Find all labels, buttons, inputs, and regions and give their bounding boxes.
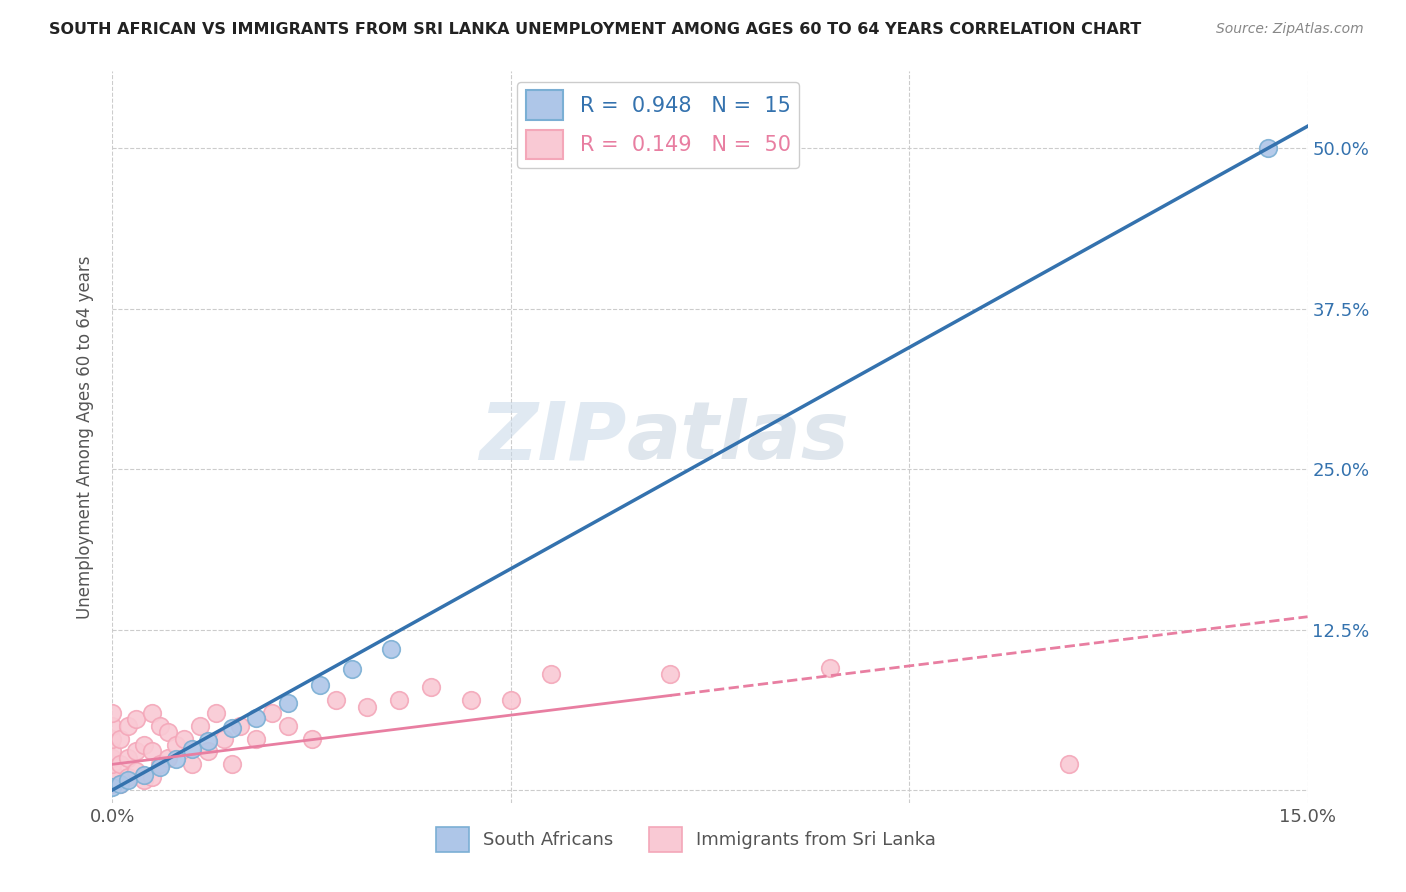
Point bbox=[101, 751, 124, 765]
Point bbox=[117, 770, 139, 784]
Point bbox=[181, 742, 204, 756]
Point bbox=[125, 744, 148, 758]
Point bbox=[499, 693, 522, 707]
Point bbox=[134, 738, 156, 752]
Point bbox=[110, 731, 132, 746]
Point bbox=[110, 757, 132, 772]
Point bbox=[212, 731, 235, 746]
Point bbox=[188, 719, 211, 733]
Point bbox=[117, 751, 139, 765]
Point bbox=[301, 731, 323, 746]
Point bbox=[205, 706, 228, 720]
Point bbox=[277, 696, 299, 710]
Point bbox=[245, 731, 267, 746]
Point bbox=[157, 725, 180, 739]
Point bbox=[134, 772, 156, 787]
Point bbox=[173, 731, 195, 746]
Point bbox=[260, 706, 283, 720]
Text: Source: ZipAtlas.com: Source: ZipAtlas.com bbox=[1216, 22, 1364, 37]
Point bbox=[325, 693, 347, 707]
Point bbox=[221, 757, 243, 772]
Point bbox=[117, 719, 139, 733]
Point bbox=[221, 722, 243, 736]
Point bbox=[1057, 757, 1080, 772]
Point bbox=[101, 731, 124, 746]
Point bbox=[101, 764, 124, 778]
Point bbox=[110, 776, 132, 790]
Point bbox=[117, 772, 139, 787]
Point bbox=[125, 764, 148, 778]
Point bbox=[101, 776, 124, 790]
Point bbox=[101, 780, 124, 795]
Point bbox=[101, 706, 124, 720]
Point bbox=[197, 734, 219, 748]
Point bbox=[659, 667, 682, 681]
Point bbox=[460, 693, 482, 707]
Point bbox=[197, 744, 219, 758]
Point bbox=[141, 706, 163, 720]
Point bbox=[380, 641, 402, 656]
Point bbox=[356, 699, 378, 714]
Point bbox=[157, 751, 180, 765]
Point bbox=[181, 757, 204, 772]
Point bbox=[1257, 141, 1279, 155]
Point bbox=[420, 681, 443, 695]
Point bbox=[277, 719, 299, 733]
Point bbox=[245, 711, 267, 725]
Point bbox=[134, 767, 156, 781]
Point bbox=[125, 712, 148, 726]
Point bbox=[540, 667, 562, 681]
Text: atlas: atlas bbox=[627, 398, 849, 476]
Point bbox=[141, 744, 163, 758]
Text: SOUTH AFRICAN VS IMMIGRANTS FROM SRI LANKA UNEMPLOYMENT AMONG AGES 60 TO 64 YEAR: SOUTH AFRICAN VS IMMIGRANTS FROM SRI LAN… bbox=[49, 22, 1142, 37]
Point bbox=[229, 719, 252, 733]
Point bbox=[340, 662, 363, 676]
Point bbox=[101, 757, 124, 772]
Point bbox=[308, 678, 330, 692]
Point bbox=[110, 776, 132, 790]
Point bbox=[141, 770, 163, 784]
Text: ZIP: ZIP bbox=[479, 398, 627, 476]
Point bbox=[165, 738, 187, 752]
Point bbox=[818, 661, 841, 675]
Point bbox=[101, 719, 124, 733]
Point bbox=[149, 757, 172, 772]
Point bbox=[149, 719, 172, 733]
Point bbox=[149, 760, 172, 774]
Point bbox=[101, 770, 124, 784]
Point bbox=[388, 693, 411, 707]
Y-axis label: Unemployment Among Ages 60 to 64 years: Unemployment Among Ages 60 to 64 years bbox=[76, 255, 94, 619]
Legend: South Africans, Immigrants from Sri Lanka: South Africans, Immigrants from Sri Lank… bbox=[429, 820, 943, 860]
Point bbox=[101, 744, 124, 758]
Point bbox=[165, 752, 187, 766]
